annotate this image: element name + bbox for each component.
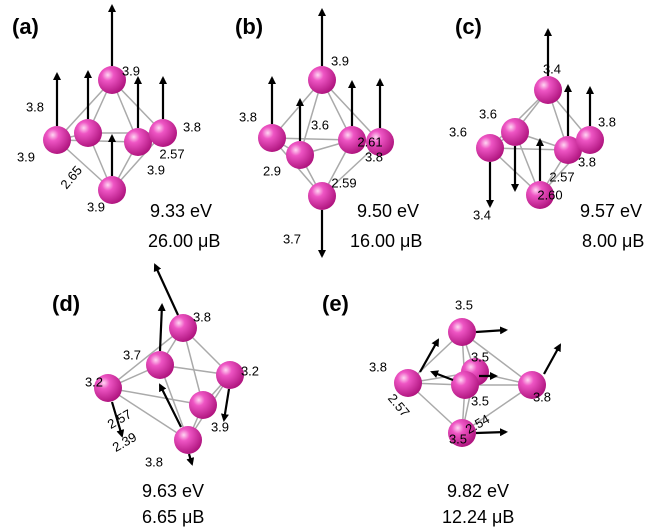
energy: 9.63 eV bbox=[142, 481, 204, 501]
panel-label: (a) bbox=[12, 14, 39, 39]
atom-moment-label: 3.8 bbox=[533, 389, 551, 404]
atom bbox=[501, 118, 529, 146]
moment-arrow bbox=[189, 454, 192, 464]
moment-arrow bbox=[476, 330, 506, 332]
atom-moment-label: 3.8 bbox=[578, 154, 596, 169]
atom bbox=[74, 119, 102, 147]
atom-moment-label: 3.6 bbox=[479, 106, 497, 121]
atom-moment-label: 3.4 bbox=[473, 207, 491, 222]
atom bbox=[308, 66, 336, 94]
bond-length-label: 2.60 bbox=[537, 187, 562, 202]
atom-moment-label: 3.5 bbox=[455, 297, 473, 312]
atom bbox=[149, 119, 177, 147]
energy: 9.33 eV bbox=[150, 201, 212, 221]
panel-label: (c) bbox=[455, 14, 482, 39]
bond-length-label: 2.65 bbox=[57, 163, 85, 192]
atom-moment-label: 3.8 bbox=[598, 114, 616, 129]
atom-moment-label: 3.9 bbox=[211, 419, 229, 434]
atom bbox=[286, 141, 314, 169]
energy: 9.50 eV bbox=[357, 201, 419, 221]
bond-length-label: 2.39 bbox=[110, 429, 139, 455]
atom-moment-label: 3.2 bbox=[241, 363, 259, 378]
moment: 26.00 μB bbox=[148, 231, 220, 251]
atom-moment-label: 3.8 bbox=[193, 309, 211, 324]
atom-moment-label: 3.9 bbox=[331, 53, 349, 68]
energy: 9.82 eV bbox=[447, 481, 509, 501]
atom-moment-label: 3.9 bbox=[122, 63, 140, 78]
moment-arrow bbox=[224, 389, 229, 420]
moment-arrow bbox=[544, 345, 560, 374]
atom-moment-label: 3.9 bbox=[87, 199, 105, 214]
atom-moment-label: 3.7 bbox=[283, 231, 301, 246]
energy: 9.57 eV bbox=[580, 201, 642, 221]
atom bbox=[146, 351, 174, 379]
moment-arrow bbox=[155, 265, 178, 315]
atom-moment-label: 3.9 bbox=[147, 162, 165, 177]
atom-moment-label: 3.5 bbox=[449, 431, 467, 446]
moment: 6.65 μB bbox=[142, 507, 204, 527]
moment-arrow bbox=[476, 432, 506, 433]
atom bbox=[448, 318, 476, 346]
panel-label: (d) bbox=[52, 291, 80, 316]
atom bbox=[174, 426, 202, 454]
atom-moment-label: 3.2 bbox=[85, 374, 103, 389]
atom-moment-label: 3.7 bbox=[123, 347, 141, 362]
atom bbox=[476, 134, 504, 162]
panel-label: (b) bbox=[235, 14, 263, 39]
atom-moment-label: 3.8 bbox=[365, 149, 383, 164]
atom bbox=[124, 128, 152, 156]
figure: (a)9.33 eV26.00 μB3.93.83.93.83.93.92.57… bbox=[0, 0, 665, 527]
atom-moment-label: 3.6 bbox=[311, 117, 329, 132]
atom-moment-label: 3.8 bbox=[26, 99, 44, 114]
atom-moment-label: 3.5 bbox=[471, 393, 489, 408]
moment-arrow bbox=[420, 340, 438, 372]
bond-length-label: 2.57 bbox=[159, 146, 184, 161]
atom bbox=[43, 126, 71, 154]
atom-moment-label: 3.8 bbox=[183, 119, 201, 134]
atom bbox=[534, 76, 562, 104]
atom-moment-label: 3.4 bbox=[543, 61, 561, 76]
atom-moment-label: 3.5 bbox=[471, 349, 489, 364]
atom bbox=[216, 361, 244, 389]
atom bbox=[258, 124, 286, 152]
atom bbox=[189, 391, 217, 419]
atom-moment-label: 3.6 bbox=[449, 124, 467, 139]
atom bbox=[576, 126, 604, 154]
bond-length-label: 2.61 bbox=[357, 134, 382, 149]
bond-length-label: 2.59 bbox=[331, 175, 356, 190]
bond-length-label: 2.57 bbox=[549, 169, 574, 184]
moment: 8.00 μB bbox=[582, 231, 644, 251]
panel-label: (e) bbox=[322, 291, 349, 316]
atom-moment-label: 3.8 bbox=[239, 109, 257, 124]
atom-moment-label: 3.8 bbox=[145, 454, 163, 469]
moment: 12.24 μB bbox=[442, 507, 514, 527]
atom-moment-label: 3.9 bbox=[17, 149, 35, 164]
atom-moment-label: 3.8 bbox=[369, 359, 387, 374]
moment: 16.00 μB bbox=[350, 231, 422, 251]
atom-moment-label: 2.9 bbox=[263, 163, 281, 178]
